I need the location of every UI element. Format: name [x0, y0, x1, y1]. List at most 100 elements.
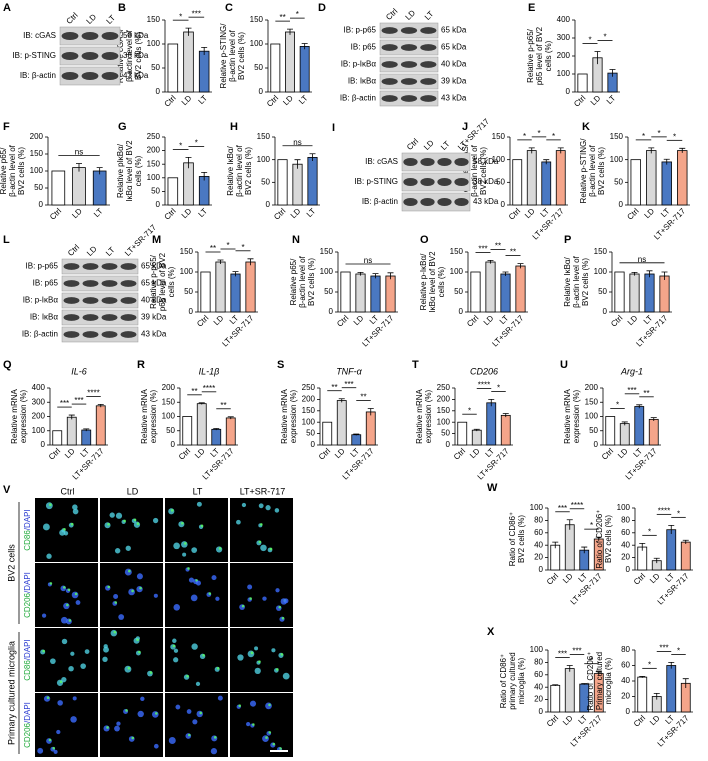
marker: [52, 746, 56, 750]
marker: [136, 638, 139, 642]
error-bar: [97, 403, 104, 408]
bar: [198, 176, 210, 206]
significance-label: **: [510, 248, 516, 257]
y-axis-label: Relative p-STING/: [219, 23, 228, 89]
nucleus: [72, 508, 79, 515]
blot-band: [61, 72, 79, 80]
nucleus: [246, 721, 251, 727]
row-label: IB: β-actin: [20, 71, 56, 80]
y-axis-label: β-actin level of: [298, 255, 307, 308]
significance-label: ****: [87, 388, 99, 397]
y-tick-label: 300: [32, 397, 46, 406]
error-bar: [668, 524, 675, 535]
size-label: 58 kDa: [123, 31, 149, 40]
nucleus: [133, 637, 140, 644]
error-bar: [232, 271, 239, 277]
bar: [307, 156, 318, 206]
row-label: CD86/DAPI: [23, 509, 32, 550]
marker: [250, 651, 254, 655]
error-bar: [487, 260, 494, 264]
bar: [52, 430, 63, 446]
marker: [42, 649, 46, 653]
panel-letter: O: [420, 234, 429, 246]
marker: [172, 644, 176, 648]
x-tick-label: Ctrl: [507, 206, 522, 221]
y-axis-label: Relative mRNA: [140, 389, 149, 444]
y-tick-label: 0: [501, 200, 506, 209]
lane-label: LT: [105, 13, 118, 26]
bar: [270, 43, 281, 93]
nucleus: [173, 604, 181, 611]
nucleus: [239, 604, 245, 610]
nucleus: [265, 702, 272, 710]
y-tick-label: 100: [320, 267, 334, 276]
lane-label: LD: [85, 244, 99, 258]
marker: [127, 666, 131, 670]
blot-band: [381, 78, 398, 85]
y-tick-label: 0: [259, 87, 264, 96]
x-tick-label: LD: [180, 206, 194, 220]
blot-band: [101, 263, 118, 270]
nucleus: [254, 646, 259, 651]
y-axis-label: Relative mRNA: [563, 389, 572, 444]
size-label: 40 kDa: [441, 60, 467, 69]
marker: [66, 603, 69, 607]
blot-band: [61, 52, 79, 60]
significance-label: *: [226, 241, 229, 250]
y-axis-label: β-actin level of: [588, 144, 597, 197]
x-tick-label: LD: [561, 713, 575, 727]
y-tick-label: 50: [166, 426, 175, 435]
nucleus: [237, 654, 244, 661]
y-axis-label: Ratio of CD206⁺: [595, 510, 604, 569]
x-tick-label: Ctrl: [163, 206, 178, 221]
y-tick-label: 40: [534, 682, 543, 691]
y-axis-label: Relative IκBα/: [563, 256, 572, 306]
significance-label: ***: [572, 647, 581, 656]
nucleus: [84, 649, 90, 654]
significance-label: ns: [75, 148, 83, 157]
error-bar: [566, 519, 573, 530]
y-tick-label: 80: [534, 658, 543, 667]
y-tick-label: 40: [534, 540, 543, 549]
size-label: 65 kDa: [441, 43, 467, 52]
y-tick-label: 0: [626, 565, 631, 574]
significance-label: *: [296, 10, 299, 19]
bar: [550, 684, 561, 713]
nucleus: [128, 736, 135, 742]
row-label: IB: p-IκBα: [23, 296, 59, 305]
y-tick-label: 100: [585, 412, 599, 421]
blot-band: [400, 44, 418, 51]
nucleus: [215, 596, 220, 601]
y-tick-label: 100: [617, 503, 631, 512]
nucleus: [125, 545, 131, 551]
y-axis-label: expression (%): [572, 389, 581, 443]
error-bar: [488, 399, 495, 407]
error-bar: [595, 671, 602, 676]
significance-label: *: [588, 36, 591, 45]
error-bar: [621, 421, 628, 426]
nucleus: [195, 580, 201, 586]
blot-band: [454, 198, 469, 206]
size-label: 43 kDa: [141, 330, 167, 339]
error-bar: [528, 147, 535, 154]
nucleus: [109, 512, 115, 518]
error-bar: [185, 157, 192, 169]
error-bar: [198, 402, 205, 405]
nucleus: [103, 646, 109, 653]
error-bar: [309, 153, 316, 162]
bar: [95, 405, 106, 446]
x-tick-label: LD: [63, 446, 77, 460]
nucleus: [46, 553, 52, 559]
marker: [199, 711, 203, 715]
blot-band: [101, 280, 118, 287]
blot-strip: [61, 275, 139, 292]
blot-band: [403, 178, 418, 186]
y-tick-label: 0: [626, 707, 631, 716]
bar: [555, 150, 566, 206]
nucleus: [60, 585, 67, 592]
y-tick-label: 150: [320, 247, 334, 256]
marker: [113, 630, 117, 634]
bar: [515, 265, 526, 313]
row-label-part: CD206: [23, 722, 32, 747]
error-bar: [552, 541, 559, 549]
